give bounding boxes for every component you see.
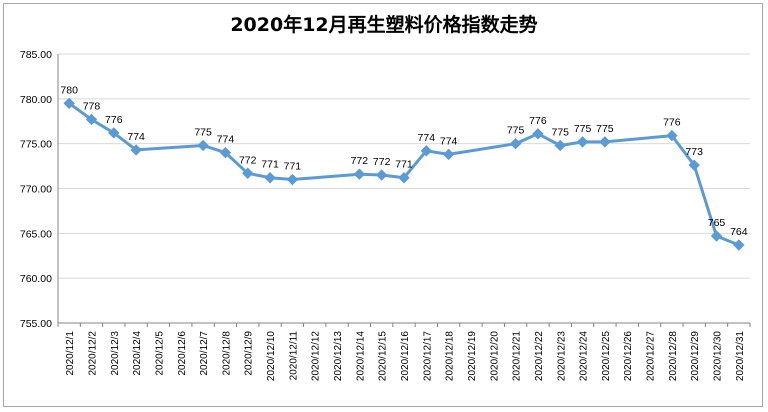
x-tick-label: 2020/12/15 [378, 331, 389, 381]
data-points [63, 97, 745, 251]
data-label: 775 [507, 125, 525, 137]
data-label: 772 [351, 155, 369, 167]
y-tick-label: 775.00 [20, 139, 52, 151]
data-label: 771 [284, 161, 302, 173]
x-tick-label: 2020/12/28 [668, 331, 679, 381]
data-point [576, 136, 589, 148]
x-tick-label: 2020/12/18 [445, 331, 456, 381]
data-point [242, 167, 254, 179]
x-tick-label: 2020/12/8 [221, 331, 232, 376]
data-point [197, 139, 209, 152]
data-point [63, 97, 75, 110]
data-point [353, 168, 366, 180]
data-label: 778 [83, 100, 101, 112]
data-label: 764 [730, 226, 748, 238]
data-label: 765 [708, 217, 726, 229]
data-label: 775 [551, 126, 569, 138]
data-labels: 780 778 776 774 775 774 772 771 771 772 772 771 774 7… [60, 84, 747, 238]
y-tick-label: 770.00 [20, 184, 52, 196]
data-point [509, 137, 522, 150]
data-label: 774 [127, 131, 145, 143]
y-tick-label: 760.00 [20, 273, 52, 285]
x-tick-label: 2020/12/10 [266, 331, 277, 381]
data-point [85, 113, 98, 126]
data-label: 774 [217, 134, 235, 146]
x-tick-label: 2020/12/17 [422, 331, 433, 381]
x-tick-label: 2020/12/6 [177, 331, 188, 376]
data-point [375, 169, 388, 181]
x-tick-label: 2020/12/23 [556, 331, 567, 381]
x-tick-label: 2020/12/25 [601, 331, 612, 381]
y-tick-label: 755.00 [20, 318, 52, 330]
x-tick-label: 2020/12/12 [311, 331, 322, 381]
x-tick-label: 2020/12/26 [623, 331, 634, 381]
data-point [442, 148, 455, 161]
y-tick-label: 780.00 [20, 94, 52, 106]
data-label: 773 [685, 146, 703, 158]
axes [57, 54, 751, 327]
x-tick-label: 2020/12/24 [579, 331, 590, 381]
data-point [733, 239, 745, 251]
x-tick-label: 2020/12/4 [132, 331, 143, 376]
x-tick-label: 2020/12/29 [690, 331, 701, 381]
x-tick-label: 2020/12/22 [534, 331, 545, 381]
data-label: 775 [194, 126, 212, 138]
data-label: 776 [529, 115, 547, 127]
x-tick-label: 2020/12/3 [110, 331, 121, 376]
data-label: 776 [105, 114, 123, 126]
data-point [264, 172, 276, 184]
data-point [108, 127, 120, 139]
data-point [666, 129, 678, 142]
x-tick-label: 2020/12/16 [400, 331, 411, 381]
data-label: 771 [395, 159, 413, 171]
data-label: 774 [418, 132, 436, 144]
data-label: 775 [574, 123, 592, 135]
data-label: 774 [440, 135, 458, 147]
x-tick-label: 2020/12/5 [154, 331, 165, 376]
x-tick-label: 2020/12/21 [512, 331, 523, 381]
data-point [420, 145, 433, 157]
data-point [130, 144, 142, 156]
data-label: 775 [596, 123, 614, 135]
x-axis-ticks: 2020/12/1 2020/12/2 2020/12/3 2020/12/4 2020… [65, 331, 746, 381]
y-tick-label: 765.00 [20, 228, 52, 240]
y-axis-ticks: 755.00 760.00 765.00 770.00 775.00 780.00 785.… [20, 49, 52, 330]
x-tick-label: 2020/12/1 [65, 331, 76, 376]
x-tick-label: 2020/12/14 [355, 331, 366, 381]
x-tick-label: 2020/12/27 [646, 331, 657, 381]
data-label: 776 [663, 117, 681, 129]
chart-frame [3, 3, 763, 407]
x-tick-label: 2020/12/13 [333, 331, 344, 381]
data-point [286, 173, 299, 186]
x-tick-label: 2020/12/19 [467, 331, 478, 381]
data-point [554, 139, 566, 152]
chart-title: 2020年12月再生塑料价格指数走势 [230, 14, 538, 36]
y-tick-label: 785.00 [20, 49, 52, 61]
data-point [219, 146, 232, 159]
data-label: 771 [261, 159, 279, 171]
x-tick-label: 2020/12/9 [244, 331, 255, 376]
x-tick-label: 2020/12/7 [199, 331, 210, 376]
x-tick-label: 2020/12/2 [87, 331, 98, 376]
grid-lines [58, 53, 750, 324]
x-tick-label: 2020/12/11 [288, 331, 299, 381]
data-point [599, 136, 611, 148]
data-label: 772 [239, 154, 257, 166]
data-point [688, 159, 700, 171]
x-tick-label: 2020/12/20 [489, 331, 500, 381]
data-label: 780 [60, 84, 78, 96]
data-point [398, 172, 410, 184]
data-point [532, 128, 544, 140]
x-tick-label: 2020/12/31 [735, 331, 746, 381]
data-label: 772 [373, 156, 391, 168]
data-point [710, 230, 723, 242]
x-tick-label: 2020/12/30 [713, 331, 724, 381]
